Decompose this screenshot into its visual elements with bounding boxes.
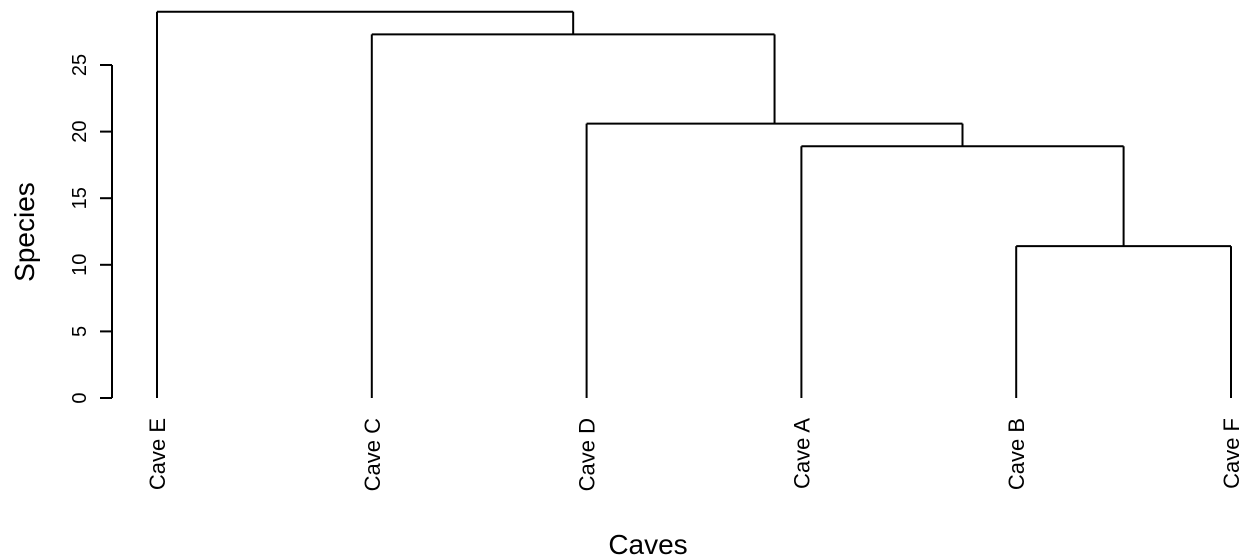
y-tick-label: 0 xyxy=(69,392,91,403)
y-axis-label: Species xyxy=(9,182,40,282)
leaf-label: Cave F xyxy=(1219,418,1241,489)
y-tick-label: 10 xyxy=(69,254,91,276)
leaf-label: Cave E xyxy=(145,418,170,490)
leaf-label: Cave A xyxy=(789,418,814,489)
y-tick-label: 20 xyxy=(69,120,91,142)
leaf-label: Cave B xyxy=(1004,418,1029,490)
y-tick-label: 25 xyxy=(69,54,91,76)
leaf-labels: Cave E Cave C Cave D Cave A Cave B Cave F xyxy=(145,418,1241,492)
x-axis-label: Caves xyxy=(608,529,687,558)
y-tick-label: 15 xyxy=(69,187,91,209)
y-tick-label: 5 xyxy=(69,326,91,337)
leaf-label: Cave D xyxy=(575,418,600,491)
dendrogram-tree xyxy=(156,10,1232,398)
y-axis: 0 5 10 15 20 25 xyxy=(69,54,113,404)
leaf-label: Cave C xyxy=(360,418,385,491)
